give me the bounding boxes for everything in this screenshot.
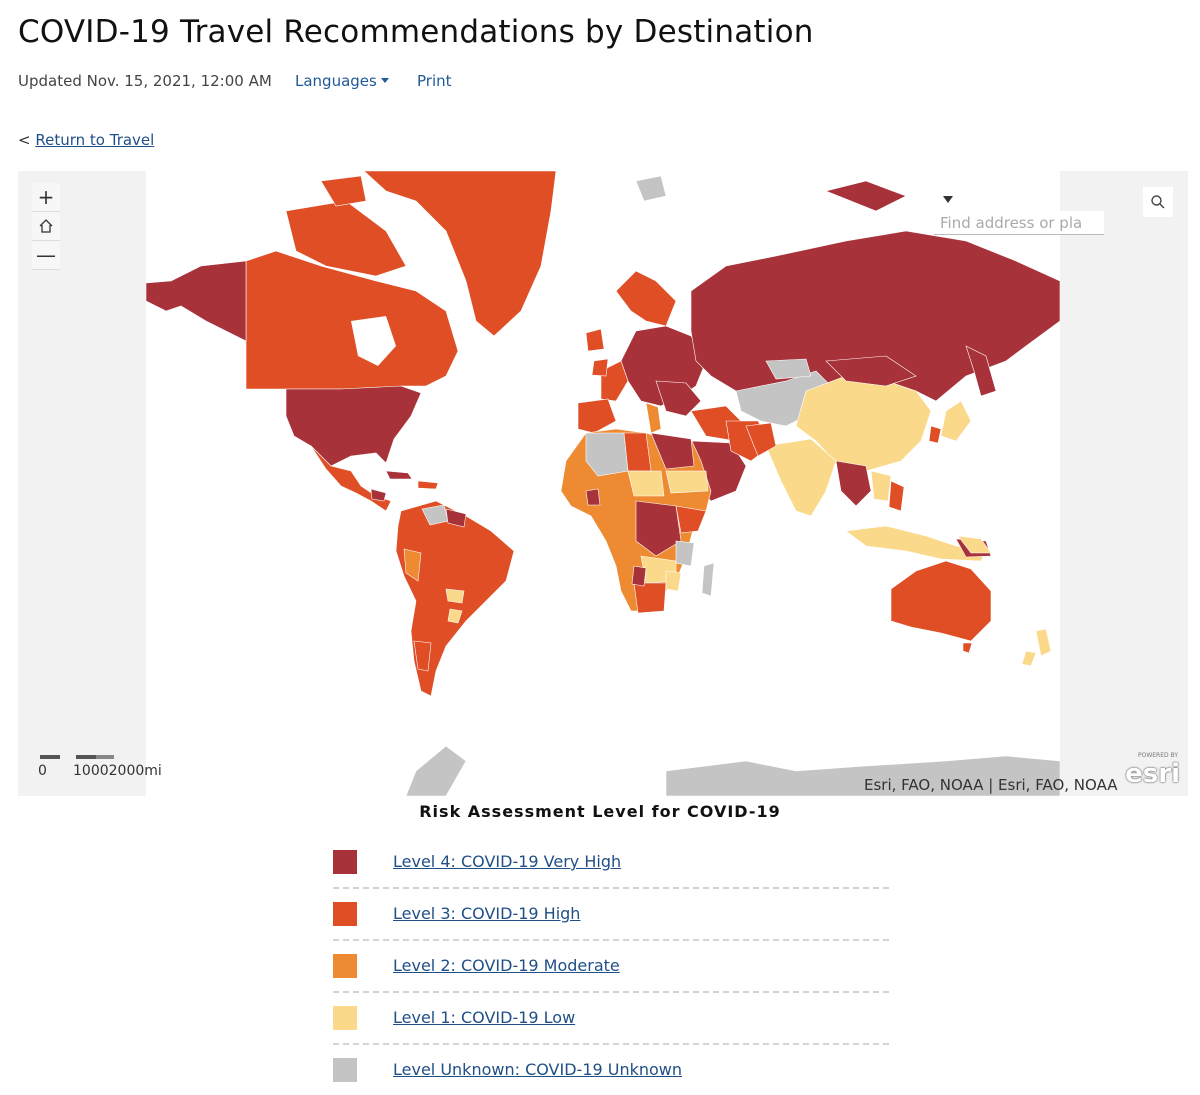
updated-timestamp: Updated Nov. 15, 2021, 12:00 AM <box>18 72 272 90</box>
legend-swatch <box>333 954 357 978</box>
zoom-in-button[interactable]: + <box>32 183 60 212</box>
legend-item-unknown: Level Unknown: COVID-19 Unknown <box>333 1045 889 1095</box>
legend-swatch <box>333 902 357 926</box>
usa <box>285 385 422 467</box>
arctic-svalbard <box>635 175 667 202</box>
scale-label-zero: 0 <box>38 763 47 779</box>
world-map-graphic <box>146 171 1060 796</box>
russia <box>690 180 1060 402</box>
scale-bar <box>40 755 114 759</box>
languages-dropdown[interactable]: Languages <box>295 72 389 90</box>
new-guinea <box>957 535 992 554</box>
legend-link-level3[interactable]: Level 3: COVID-19 High <box>393 904 581 923</box>
legend-link-level4[interactable]: Level 4: COVID-19 Very High <box>393 852 622 871</box>
search-button[interactable] <box>1143 187 1173 217</box>
legend-swatch <box>333 1058 357 1082</box>
legend-swatch <box>333 850 357 874</box>
legend-link-level1[interactable]: Level 1: COVID-19 Low <box>393 1008 576 1027</box>
legend-link-level2[interactable]: Level 2: COVID-19 Moderate <box>393 956 620 975</box>
africa <box>560 428 712 614</box>
print-link[interactable]: Print <box>417 72 452 90</box>
legend-swatch <box>333 1006 357 1030</box>
search-source-dropdown[interactable] <box>934 181 962 217</box>
south-america <box>395 500 515 697</box>
page-title: COVID-19 Travel Recommendations by Desti… <box>18 14 814 50</box>
search-input[interactable] <box>934 211 1104 235</box>
esri-logo-text: esri <box>1125 759 1180 789</box>
back-arrow: < <box>18 131 31 149</box>
alaska <box>146 260 247 342</box>
chevron-down-icon <box>943 195 953 203</box>
plus-icon: + <box>37 185 55 209</box>
europe <box>577 270 707 434</box>
zoom-out-button[interactable]: — <box>32 241 60 270</box>
antarctica <box>405 745 1060 796</box>
languages-label: Languages <box>295 72 377 90</box>
canada <box>245 250 459 392</box>
legend-title: Risk Assessment Level for COVID-19 <box>419 802 781 821</box>
new-zealand <box>1021 628 1052 667</box>
map-attribution: Esri, FAO, NOAA | Esri, FAO, NOAA <box>864 776 1118 794</box>
home-icon <box>39 219 53 233</box>
legend: Level 4: COVID-19 Very High Level 3: COV… <box>333 837 889 1095</box>
breadcrumb: < Return to Travel <box>18 131 154 149</box>
return-to-travel-link[interactable]: Return to Travel <box>35 131 155 149</box>
powered-by-text: POWERED BY <box>1137 752 1178 759</box>
map-search <box>934 181 1173 237</box>
legend-item-level2: Level 2: COVID-19 Moderate <box>333 941 889 993</box>
arctic-islands <box>285 175 407 277</box>
legend-item-level3: Level 3: COVID-19 High <box>333 889 889 941</box>
japan-korea <box>928 400 972 444</box>
world-map[interactable]: + — 0 10002000mi Esri, FAO, NOAA | Esri,… <box>18 171 1188 796</box>
search-icon <box>1151 195 1165 209</box>
mexico-central-america <box>310 445 392 512</box>
legend-item-level1: Level 1: COVID-19 Low <box>333 993 889 1045</box>
minus-icon: — <box>36 243 56 267</box>
caribbean <box>385 470 439 490</box>
chevron-down-icon <box>380 78 389 83</box>
mongolia <box>825 355 917 387</box>
scale-label: 10002000mi <box>73 763 162 779</box>
greenland <box>363 171 557 337</box>
zoom-controls: + — <box>32 183 60 270</box>
map-canvas[interactable] <box>146 171 1060 796</box>
esri-logo[interactable]: POWERED BY esri <box>1125 752 1180 789</box>
legend-item-level4: Level 4: COVID-19 Very High <box>333 837 889 889</box>
india <box>745 422 837 517</box>
legend-link-unknown[interactable]: Level Unknown: COVID-19 Unknown <box>393 1060 683 1079</box>
madagascar <box>701 562 715 597</box>
home-button[interactable] <box>32 212 60 241</box>
australia <box>890 560 992 654</box>
